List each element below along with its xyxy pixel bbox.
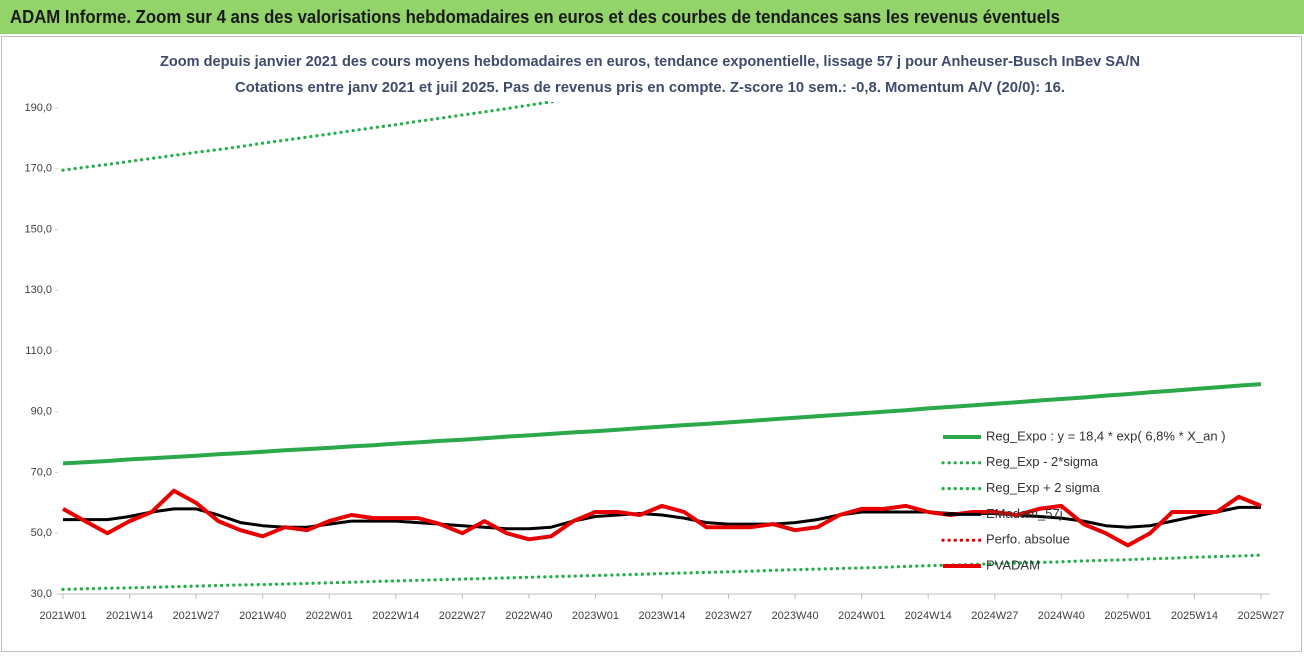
x-tick-label: 2022W01 bbox=[306, 610, 353, 622]
legend-label: Reg_Expo : y = 18,4 * exp( 6,8% * X_an ) bbox=[986, 428, 1226, 443]
x-tick-label: 2022W14 bbox=[372, 610, 419, 622]
legend-label: Reg_Exp - 2*sigma bbox=[986, 454, 1099, 469]
series-line bbox=[63, 505, 1261, 531]
x-tick-label: 2021W14 bbox=[106, 610, 153, 622]
x-tick-label: 2025W01 bbox=[1104, 610, 1151, 622]
x-tick-label: 2022W40 bbox=[505, 610, 552, 622]
y-tick-label: 70,0 bbox=[31, 466, 52, 478]
y-tick-label: 30,0 bbox=[31, 588, 52, 600]
legend-label: Reg_Exp + 2 sigma bbox=[986, 480, 1101, 495]
x-tick-label: 2024W27 bbox=[971, 610, 1018, 622]
x-tick-label: 2023W01 bbox=[572, 610, 619, 622]
y-tick-label: 150,0 bbox=[24, 223, 52, 235]
y-tick-label: 90,0 bbox=[31, 406, 52, 418]
y-tick-label: 50,0 bbox=[31, 527, 52, 539]
series-line bbox=[62, 488, 1262, 548]
x-tick-label: 2025W27 bbox=[1237, 610, 1284, 622]
subtitle-box bbox=[548, 44, 1138, 102]
x-tick-label: 2021W40 bbox=[239, 610, 286, 622]
y-tick-label: 110,0 bbox=[25, 345, 52, 357]
y-tick-label: 190,0 bbox=[24, 102, 52, 114]
series-line bbox=[62, 382, 1262, 466]
x-tick-label: 2024W01 bbox=[838, 610, 885, 622]
x-tick-label: 2024W14 bbox=[905, 610, 952, 622]
y-tick-label: 170,0 bbox=[24, 163, 52, 175]
x-tick-label: 2025W14 bbox=[1171, 610, 1218, 622]
x-tick-label: 2021W01 bbox=[39, 610, 86, 622]
series-line bbox=[61, 553, 1263, 591]
subtitle: Cotations entre janv 2021 et juil 2025. … bbox=[235, 79, 1065, 96]
x-tick-label: 2022W27 bbox=[439, 610, 486, 622]
x-tick-label: 2023W40 bbox=[772, 610, 819, 622]
legend-label: PVADAM bbox=[986, 557, 1040, 572]
x-tick-label: 2024W40 bbox=[1038, 610, 1085, 622]
header-bar bbox=[0, 0, 1304, 34]
x-tick-label: 2023W27 bbox=[705, 610, 752, 622]
x-tick-label: 2021W27 bbox=[173, 610, 220, 622]
legend-label: EMadam_57j bbox=[986, 506, 1063, 521]
chart-title: ADAM Informe. Zoom sur 4 ans des valoris… bbox=[10, 7, 1060, 27]
x-tick-label: 2023W14 bbox=[638, 610, 685, 622]
legend-label: Perfo. absolue bbox=[986, 532, 1070, 547]
y-tick-label: 130,0 bbox=[24, 284, 52, 296]
subtitle: Zoom depuis janvier 2021 des cours moyen… bbox=[160, 53, 1140, 70]
chart-border bbox=[1, 36, 1302, 652]
